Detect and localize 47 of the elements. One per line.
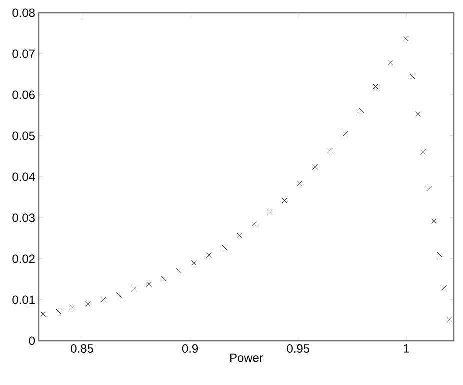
- x-tick-label: 0.85: [71, 344, 94, 353]
- x-tick-label: 1: [404, 344, 410, 353]
- point: [403, 36, 409, 42]
- point: [436, 252, 442, 258]
- point: [442, 285, 448, 291]
- point: [252, 221, 258, 227]
- point: [410, 74, 416, 80]
- x-tick-label: 0.9: [182, 344, 198, 353]
- point: [373, 84, 378, 90]
- y-tick-label: 0.02: [12, 254, 35, 264]
- point: [161, 276, 167, 282]
- point: [56, 308, 62, 314]
- y-tick-label: 0: [29, 336, 36, 346]
- y-tick-label: 0.05: [12, 132, 35, 140]
- point: [40, 312, 46, 318]
- y-tick-label: 0.04: [12, 172, 36, 182]
- point: [116, 292, 122, 298]
- point: [312, 164, 318, 170]
- y-tick-label: 0.03: [12, 214, 35, 222]
- x-tick-label: 0.95: [287, 344, 310, 353]
- point: [100, 297, 106, 303]
- point: [70, 305, 76, 310]
- point: [447, 317, 452, 323]
- y-tick-label: 0.08: [12, 8, 35, 18]
- point: [426, 186, 432, 192]
- point: [86, 301, 91, 307]
- point: [176, 268, 182, 274]
- point: [131, 286, 137, 292]
- point: [192, 260, 197, 266]
- point: [388, 60, 394, 66]
- y-tick-label: 0.01: [12, 296, 35, 304]
- point: [267, 210, 273, 215]
- point: [327, 148, 333, 154]
- point: [222, 244, 228, 250]
- point: [342, 131, 348, 137]
- point: [236, 232, 242, 238]
- point: [206, 252, 212, 258]
- point: [282, 198, 288, 204]
- point: [297, 181, 302, 187]
- point: [420, 149, 426, 155]
- point: [432, 218, 438, 224]
- point: [416, 112, 422, 117]
- y-tick-label: 0.07: [12, 50, 35, 58]
- x-axis-title: Power: [230, 354, 264, 362]
- y-tick-label: 0.06: [12, 90, 35, 100]
- point: [358, 108, 364, 114]
- point: [146, 282, 152, 288]
